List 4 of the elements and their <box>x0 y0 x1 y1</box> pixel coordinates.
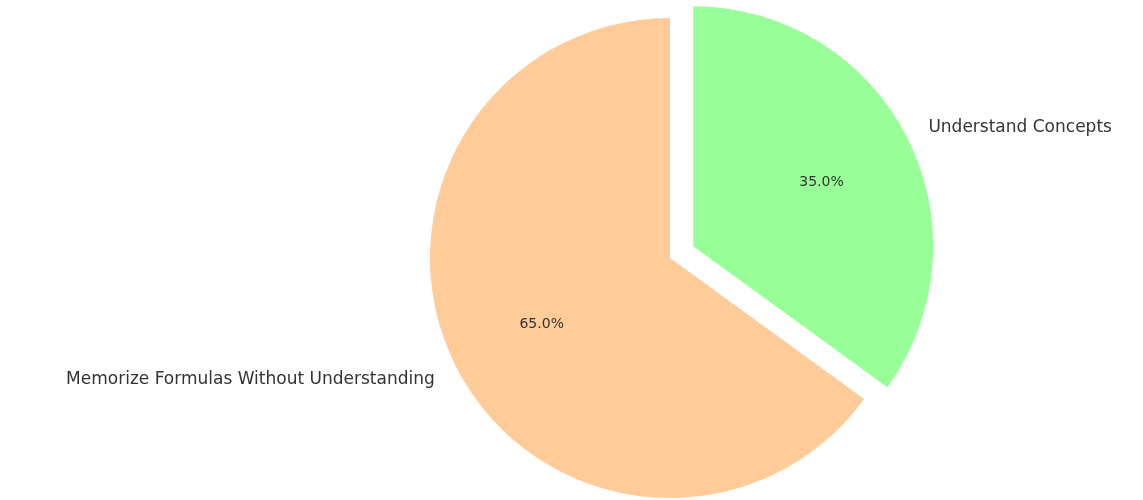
data-label: 35.0% <box>799 172 844 189</box>
data-label: 65.0% <box>519 315 564 332</box>
slice-label: Memorize Formulas Without Understanding <box>66 367 435 388</box>
slice-label: Understand Concepts <box>928 116 1113 137</box>
